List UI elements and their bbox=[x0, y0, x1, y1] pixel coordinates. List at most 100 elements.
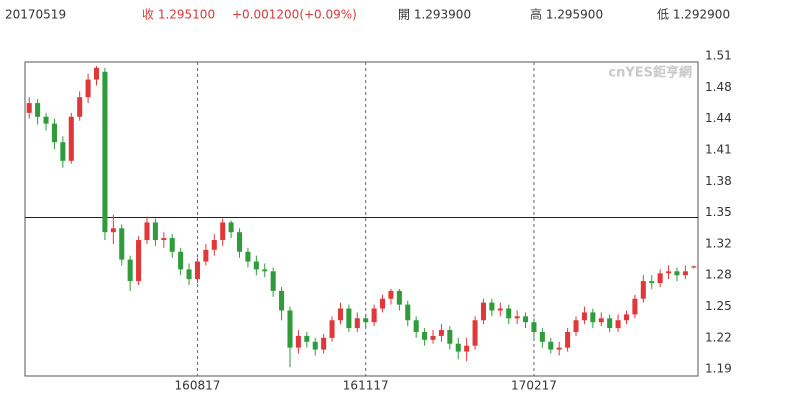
candle-body bbox=[649, 281, 655, 284]
candle-body bbox=[581, 312, 587, 321]
candle-body bbox=[657, 273, 663, 284]
y-tick-label: 1.41 bbox=[705, 143, 732, 157]
candle-body bbox=[430, 335, 436, 340]
candle-body bbox=[682, 271, 688, 276]
candle-body bbox=[565, 331, 571, 348]
candle-body bbox=[262, 269, 268, 272]
candle-body bbox=[127, 259, 133, 282]
candle-body bbox=[623, 314, 630, 321]
candle-body bbox=[136, 240, 142, 282]
candle-body bbox=[220, 222, 226, 241]
candle-body bbox=[380, 298, 386, 309]
y-tick-label: 1.22 bbox=[705, 330, 732, 344]
candle-body bbox=[77, 97, 83, 117]
candle-body bbox=[228, 222, 234, 233]
candle-body bbox=[573, 320, 579, 332]
candle-body bbox=[93, 67, 100, 80]
candle-body bbox=[161, 238, 167, 241]
candle-body bbox=[371, 308, 377, 323]
candle-body bbox=[489, 302, 495, 311]
candle-body bbox=[598, 318, 604, 323]
y-tick-label: 1.35 bbox=[705, 205, 732, 219]
candle-body bbox=[396, 290, 402, 305]
candle-body bbox=[354, 318, 360, 329]
header-close: 收 1.295100 bbox=[142, 8, 215, 22]
y-tick-label: 1.19 bbox=[705, 362, 732, 376]
candle-body bbox=[363, 318, 369, 323]
candle-body bbox=[472, 320, 478, 346]
header-low: 低 1.292900 bbox=[657, 8, 730, 22]
candle-body bbox=[186, 269, 192, 280]
candle-body bbox=[321, 337, 327, 350]
candle-body bbox=[607, 318, 613, 329]
y-tick-label: 1.38 bbox=[705, 174, 732, 188]
candle-body bbox=[60, 142, 66, 161]
candle-body bbox=[556, 347, 562, 350]
candle-body bbox=[152, 222, 158, 241]
candle-body bbox=[480, 302, 487, 321]
candle-body bbox=[178, 251, 184, 270]
candle-body bbox=[346, 308, 352, 329]
candle-body bbox=[51, 123, 57, 143]
x-tick-label: 161117 bbox=[343, 379, 389, 393]
candle-body bbox=[119, 228, 125, 260]
candle-body bbox=[514, 316, 520, 319]
candle-body bbox=[312, 341, 318, 350]
candle-body bbox=[674, 271, 680, 276]
y-tick-label: 1.25 bbox=[705, 299, 732, 313]
header-high: 高 1.295900 bbox=[530, 7, 603, 22]
candle-body bbox=[287, 310, 293, 348]
y-tick-label: 1.48 bbox=[705, 80, 732, 94]
plot-frame bbox=[24, 61, 699, 377]
candle-body bbox=[329, 320, 335, 338]
candle-body bbox=[413, 320, 419, 332]
candle-body bbox=[590, 312, 596, 323]
candle-body bbox=[632, 298, 638, 315]
candle-body bbox=[236, 232, 243, 252]
candle-body bbox=[497, 308, 503, 311]
y-tick-label: 1.28 bbox=[705, 268, 732, 282]
candle-body bbox=[203, 249, 209, 262]
candle-body bbox=[295, 335, 301, 348]
candle-body bbox=[405, 304, 411, 321]
y-tick-label: 1.32 bbox=[705, 236, 732, 250]
candle-body bbox=[85, 79, 91, 98]
x-tick-label: 170217 bbox=[511, 379, 557, 393]
candle-body bbox=[26, 103, 32, 113]
candle-body bbox=[388, 290, 394, 299]
candle-body bbox=[253, 261, 259, 270]
candle-body bbox=[144, 222, 150, 241]
candle-body bbox=[279, 290, 285, 311]
candle-body bbox=[666, 271, 672, 274]
y-tick-label: 1.51 bbox=[705, 49, 732, 63]
candle-body bbox=[194, 261, 200, 280]
candle-body bbox=[304, 335, 310, 342]
candle-body bbox=[548, 341, 554, 350]
candle-body bbox=[506, 308, 512, 319]
candle-body bbox=[523, 316, 529, 323]
candle-body bbox=[35, 103, 41, 117]
candle-body bbox=[68, 116, 74, 161]
candle-body bbox=[422, 331, 428, 340]
candle-body bbox=[447, 330, 453, 344]
candle-body bbox=[691, 266, 697, 268]
y-tick-label: 1.44 bbox=[705, 111, 732, 125]
x-tick-label: 160817 bbox=[175, 379, 221, 393]
candle-body bbox=[615, 320, 621, 329]
candle-body bbox=[531, 322, 537, 332]
candle-body bbox=[169, 238, 175, 252]
candle-body bbox=[110, 228, 116, 233]
candle-body bbox=[438, 330, 444, 336]
header-change: +0.001200(+0.09%) bbox=[232, 8, 357, 22]
candle-body bbox=[640, 281, 646, 299]
candle-body bbox=[337, 308, 343, 321]
candle-body bbox=[211, 240, 217, 250]
candle-body bbox=[270, 271, 276, 291]
candle-body bbox=[464, 345, 470, 352]
header-open: 開 1.293900 bbox=[398, 8, 471, 22]
candle-body bbox=[102, 71, 108, 233]
header-date: 20170519 bbox=[5, 8, 66, 22]
candle-body bbox=[245, 251, 251, 262]
